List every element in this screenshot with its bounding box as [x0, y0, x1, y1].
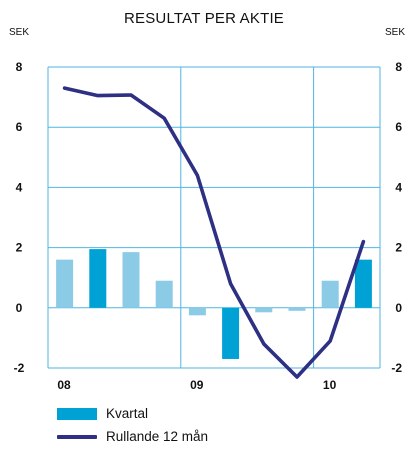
bar-kvartal — [354, 259, 372, 308]
legend-label-rullande: Rullande 12 mån — [106, 429, 209, 444]
y-axis-unit-right: SEK — [384, 27, 405, 38]
y-tick-label-left: 6 — [16, 120, 23, 134]
chart-title: RESULTAT PER AKTIE — [123, 10, 285, 27]
bar-kvartal — [122, 252, 140, 308]
legend-item-rullande: Rullande 12 mån — [57, 429, 208, 444]
y-tick-label-right: 2 — [395, 241, 402, 255]
y-tick-label-right: 4 — [395, 180, 402, 194]
bar-kvartal — [255, 307, 273, 313]
x-tick-label: 09 — [190, 378, 204, 392]
legend-item-kvartal: Kvartal — [57, 406, 148, 421]
x-tick-label: 10 — [323, 378, 337, 392]
y-tick-label-left: 4 — [16, 180, 23, 194]
y-tick-label-right: -2 — [391, 361, 402, 375]
bar-kvartal — [288, 307, 306, 311]
y-axis-unit-left: SEK — [9, 27, 30, 38]
y-tick-label-left: -2 — [14, 361, 25, 375]
y-tick-label-left: 2 — [16, 241, 23, 255]
y-tick-label-right: 6 — [395, 120, 402, 134]
y-tick-label-right: 8 — [395, 60, 402, 74]
bar-kvartal — [321, 280, 339, 308]
bar-kvartal — [188, 307, 206, 316]
x-tick-label: 08 — [57, 378, 71, 392]
bar-kvartal — [56, 259, 74, 308]
legend-label-kvartal: Kvartal — [106, 406, 149, 421]
legend-swatch-rullande — [57, 434, 97, 439]
bar-kvartal — [89, 249, 107, 308]
y-tick-label-left: 8 — [16, 60, 23, 74]
bar-kvartal — [155, 280, 173, 308]
legend-swatch-kvartal — [57, 407, 97, 420]
y-tick-label-right: 0 — [395, 301, 402, 315]
y-tick-label-left: 0 — [16, 301, 23, 315]
line-rullande-12-man — [62, 86, 366, 379]
bar-kvartal — [222, 307, 240, 359]
